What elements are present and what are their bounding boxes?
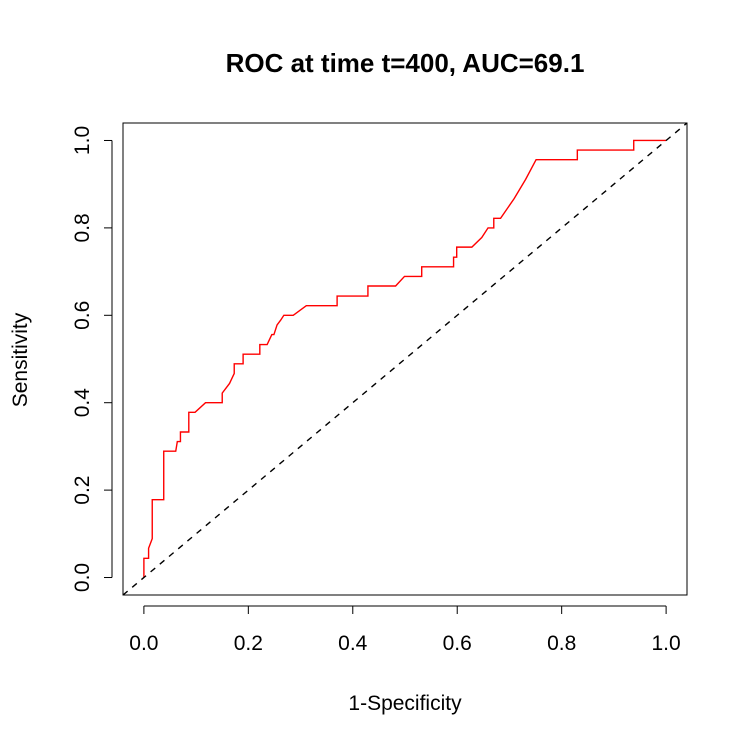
x-tick-label: 0.0 (129, 632, 158, 655)
y-tick-label: 0.6 (71, 301, 94, 330)
x-tick-label: 0.2 (234, 632, 263, 655)
x-tick-label: 0.6 (443, 632, 472, 655)
y-tick-label: 0.4 (71, 388, 94, 418)
x-tick-label: 0.4 (338, 632, 368, 655)
x-axis: 0.0 0.2 0.4 0.6 0.8 1.0 (129, 605, 681, 655)
x-axis-label: 1-Specificity (348, 692, 462, 715)
y-axis: 0.0 0.2 0.4 0.6 0.8 1.0 (71, 126, 113, 592)
y-axis-label: Sensitivity (9, 312, 32, 407)
x-tick-label: 0.8 (547, 632, 576, 655)
plot-frame (122, 122, 688, 596)
y-tick-label: 1.0 (71, 126, 94, 155)
series-layer (122, 122, 688, 596)
y-tick-label: 0.0 (71, 563, 94, 592)
y-tick-label: 0.2 (71, 476, 94, 505)
y-tick-label: 0.8 (71, 213, 94, 242)
x-tick-label: 1.0 (652, 632, 681, 655)
reference-diagonal-line (122, 122, 688, 596)
roc-curve (143, 139, 667, 578)
chart-title: ROC at time t=400, AUC=69.1 (226, 48, 585, 78)
